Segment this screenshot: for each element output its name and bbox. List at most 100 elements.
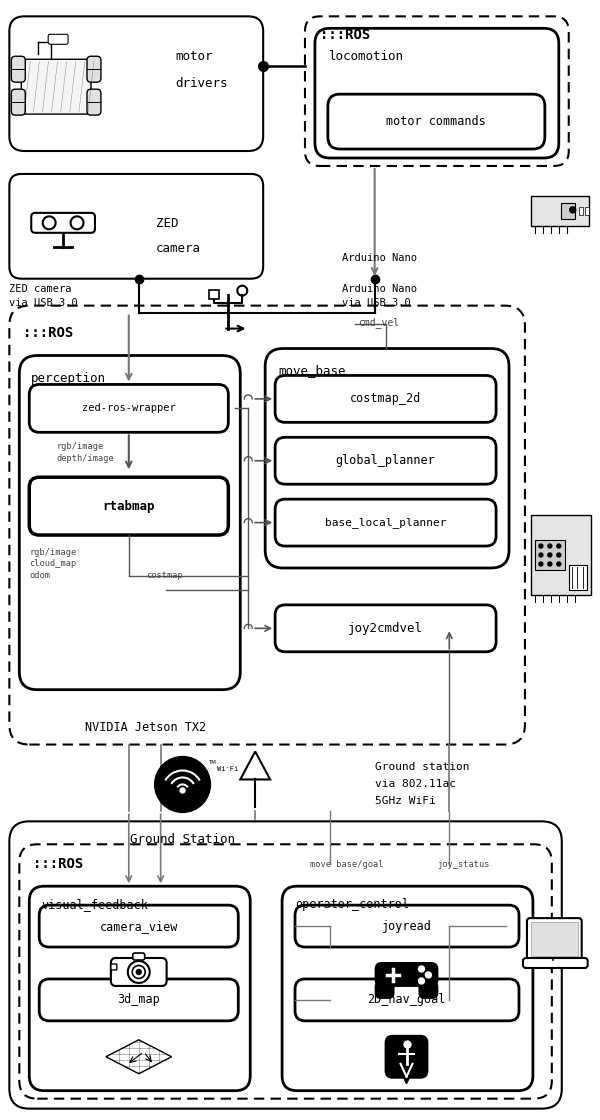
- Text: TM: TM: [208, 760, 217, 765]
- FancyBboxPatch shape: [19, 355, 240, 690]
- Circle shape: [180, 788, 185, 793]
- Circle shape: [557, 553, 561, 557]
- Text: via 802.11ac: via 802.11ac: [374, 780, 455, 790]
- Text: camera: camera: [155, 242, 200, 255]
- Text: motor commands: motor commands: [386, 115, 486, 128]
- FancyBboxPatch shape: [10, 17, 263, 151]
- Text: zed-ros-wrapper: zed-ros-wrapper: [82, 403, 176, 413]
- FancyBboxPatch shape: [265, 348, 509, 568]
- Circle shape: [548, 544, 552, 548]
- FancyBboxPatch shape: [527, 918, 581, 960]
- FancyBboxPatch shape: [29, 477, 229, 535]
- Text: cloud_map: cloud_map: [29, 560, 77, 569]
- FancyBboxPatch shape: [87, 56, 101, 82]
- FancyBboxPatch shape: [10, 174, 263, 279]
- FancyBboxPatch shape: [87, 90, 101, 115]
- Text: visual_feedback: visual_feedback: [41, 897, 148, 911]
- FancyBboxPatch shape: [111, 958, 167, 986]
- FancyBboxPatch shape: [10, 821, 562, 1109]
- Text: Arduino Nano: Arduino Nano: [342, 283, 417, 293]
- FancyBboxPatch shape: [374, 981, 395, 999]
- FancyBboxPatch shape: [275, 375, 496, 422]
- Text: perception: perception: [31, 372, 106, 385]
- Text: costmap: costmap: [146, 571, 182, 580]
- Text: ZED: ZED: [155, 217, 178, 231]
- FancyBboxPatch shape: [385, 1035, 428, 1079]
- FancyBboxPatch shape: [31, 213, 95, 233]
- Circle shape: [425, 972, 431, 978]
- Polygon shape: [398, 1066, 415, 1084]
- Circle shape: [539, 562, 543, 566]
- FancyBboxPatch shape: [579, 207, 583, 215]
- FancyBboxPatch shape: [48, 35, 68, 45]
- FancyBboxPatch shape: [584, 207, 589, 215]
- FancyBboxPatch shape: [21, 59, 91, 114]
- Text: via USB 3.0: via USB 3.0: [342, 298, 410, 308]
- FancyBboxPatch shape: [535, 540, 565, 570]
- Circle shape: [570, 207, 576, 213]
- Text: rgb/image: rgb/image: [56, 441, 103, 450]
- Circle shape: [557, 562, 561, 566]
- Text: motor: motor: [176, 49, 213, 63]
- FancyBboxPatch shape: [523, 958, 587, 968]
- FancyBboxPatch shape: [111, 964, 117, 970]
- Text: 2D_nav_goal: 2D_nav_goal: [367, 993, 446, 1007]
- Text: costmap_2d: costmap_2d: [350, 392, 421, 405]
- FancyBboxPatch shape: [282, 886, 533, 1091]
- FancyBboxPatch shape: [531, 515, 590, 595]
- FancyBboxPatch shape: [531, 196, 589, 226]
- FancyBboxPatch shape: [29, 886, 250, 1091]
- FancyBboxPatch shape: [275, 500, 496, 547]
- FancyBboxPatch shape: [531, 922, 578, 956]
- Text: 5GHz WiFi: 5GHz WiFi: [374, 796, 436, 806]
- Circle shape: [548, 562, 552, 566]
- Circle shape: [155, 756, 211, 812]
- FancyBboxPatch shape: [328, 94, 545, 149]
- FancyBboxPatch shape: [29, 384, 229, 432]
- Circle shape: [136, 970, 141, 974]
- Text: Arduino Nano: Arduino Nano: [342, 253, 417, 263]
- Text: joyread: joyread: [382, 920, 431, 933]
- Text: joy2cmdvel: joy2cmdvel: [348, 622, 423, 635]
- Text: global_planner: global_planner: [336, 455, 436, 467]
- FancyBboxPatch shape: [275, 605, 496, 652]
- FancyBboxPatch shape: [295, 905, 519, 948]
- Text: rtabmap: rtabmap: [103, 500, 155, 513]
- Text: rgb/image: rgb/image: [29, 548, 77, 557]
- FancyBboxPatch shape: [569, 564, 587, 590]
- FancyBboxPatch shape: [11, 90, 25, 115]
- FancyBboxPatch shape: [39, 979, 238, 1020]
- FancyBboxPatch shape: [39, 905, 238, 948]
- Text: ZED camera: ZED camera: [10, 283, 72, 293]
- FancyBboxPatch shape: [374, 962, 439, 987]
- Circle shape: [418, 965, 424, 972]
- Text: drivers: drivers: [176, 76, 228, 90]
- Text: Ground Station: Ground Station: [130, 833, 235, 846]
- Text: Ground station: Ground station: [374, 763, 469, 773]
- Text: odom: odom: [29, 571, 50, 580]
- Circle shape: [548, 553, 552, 557]
- Text: camera_view: camera_view: [100, 920, 178, 933]
- Text: Wi⁻Fi: Wi⁻Fi: [217, 766, 239, 773]
- FancyBboxPatch shape: [315, 28, 559, 158]
- Text: joy_status: joy_status: [437, 860, 490, 869]
- Text: locomotion: locomotion: [328, 49, 403, 63]
- Text: 3d_map: 3d_map: [118, 993, 160, 1007]
- Text: move base/goal: move base/goal: [310, 860, 383, 869]
- Circle shape: [418, 978, 424, 984]
- Text: :::ROS: :::ROS: [320, 28, 370, 43]
- Circle shape: [539, 553, 543, 557]
- Circle shape: [557, 544, 561, 548]
- Text: depth/image: depth/image: [56, 454, 114, 463]
- FancyBboxPatch shape: [418, 981, 439, 999]
- FancyBboxPatch shape: [133, 953, 145, 960]
- Text: operator_control: operator_control: [295, 897, 409, 911]
- Circle shape: [539, 544, 543, 548]
- Text: cmd_vel: cmd_vel: [358, 317, 399, 328]
- FancyBboxPatch shape: [561, 203, 575, 218]
- Text: move_base: move_base: [278, 364, 346, 377]
- FancyBboxPatch shape: [295, 979, 519, 1020]
- FancyBboxPatch shape: [209, 290, 220, 299]
- Text: :::ROS: :::ROS: [23, 326, 74, 339]
- Text: :::ROS: :::ROS: [33, 857, 83, 871]
